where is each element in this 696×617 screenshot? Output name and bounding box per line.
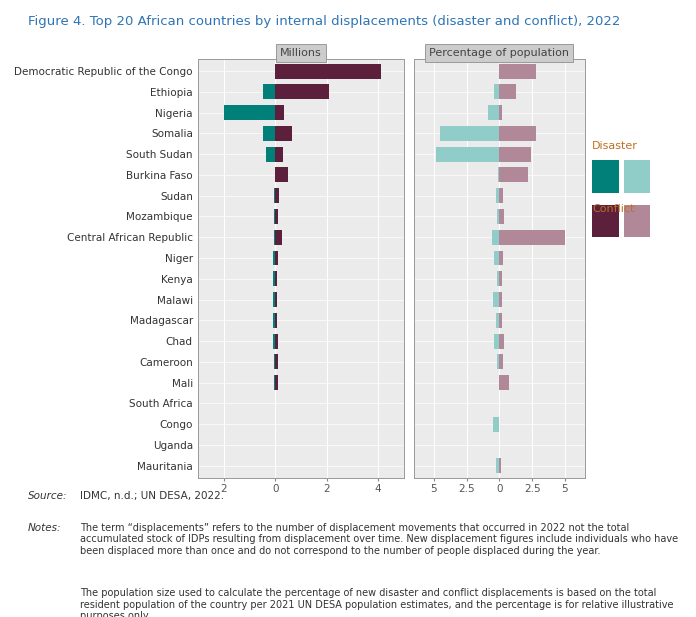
Bar <box>276 251 278 265</box>
Text: The term “displacements” refers to the number of displacement movements that occ: The term “displacements” refers to the n… <box>80 523 678 556</box>
Bar <box>274 230 276 245</box>
Bar <box>273 313 276 328</box>
Bar <box>273 271 276 286</box>
Bar <box>276 230 282 245</box>
Bar <box>273 292 276 307</box>
Bar <box>494 85 500 99</box>
Title: Percentage of population: Percentage of population <box>429 48 569 58</box>
Text: Source:: Source: <box>28 491 68 500</box>
Bar <box>500 167 528 183</box>
Bar <box>500 458 501 473</box>
Bar <box>276 354 278 370</box>
Bar <box>276 334 278 349</box>
Bar <box>274 354 276 370</box>
Bar <box>493 292 500 307</box>
Text: Notes:: Notes: <box>28 523 61 532</box>
Bar <box>441 126 500 141</box>
Bar <box>497 271 500 286</box>
Bar <box>496 188 500 203</box>
Bar <box>273 251 276 265</box>
Bar <box>500 105 502 120</box>
Bar <box>488 105 500 120</box>
Bar <box>491 230 500 245</box>
Bar <box>276 271 278 286</box>
Bar <box>276 147 283 162</box>
Text: Figure 4. Top 20 African countries by internal displacements (disaster and confl: Figure 4. Top 20 African countries by in… <box>28 15 620 28</box>
Bar <box>276 64 381 78</box>
Bar <box>436 147 500 162</box>
Bar <box>500 313 502 328</box>
Bar <box>500 126 536 141</box>
Bar <box>498 354 500 370</box>
Bar <box>262 85 276 99</box>
Bar <box>274 375 276 390</box>
Bar <box>274 209 276 224</box>
Bar <box>276 188 279 203</box>
Bar <box>276 375 278 390</box>
Bar <box>274 188 276 203</box>
Text: Conflict: Conflict <box>592 204 635 213</box>
Bar <box>494 251 500 265</box>
Bar <box>500 209 504 224</box>
Title: Millions: Millions <box>280 48 322 58</box>
Text: Disaster: Disaster <box>592 141 638 151</box>
Text: IDMC, n.d.; UN DESA, 2022.: IDMC, n.d.; UN DESA, 2022. <box>80 491 224 500</box>
Bar <box>500 334 504 349</box>
Bar <box>500 64 536 78</box>
Bar <box>276 167 288 183</box>
Bar <box>276 105 285 120</box>
Bar <box>500 85 516 99</box>
Bar <box>500 354 503 370</box>
Bar <box>224 105 276 120</box>
Bar <box>276 126 292 141</box>
Bar <box>262 126 276 141</box>
Bar <box>500 251 503 265</box>
Bar <box>498 167 500 183</box>
Bar <box>500 292 503 307</box>
Bar <box>500 188 503 203</box>
Bar <box>494 334 500 349</box>
Bar <box>496 313 500 328</box>
Bar <box>500 375 509 390</box>
Bar <box>273 334 276 349</box>
Bar <box>496 458 500 473</box>
Bar <box>276 209 278 224</box>
Bar <box>493 416 500 432</box>
Bar <box>500 147 531 162</box>
Bar <box>267 147 276 162</box>
Text: The population size used to calculate the percentage of new disaster and conflic: The population size used to calculate th… <box>80 588 674 617</box>
Bar <box>276 292 277 307</box>
Bar <box>500 271 502 286</box>
Bar <box>500 230 565 245</box>
Bar <box>276 85 329 99</box>
Bar <box>498 209 500 224</box>
Bar <box>276 313 277 328</box>
